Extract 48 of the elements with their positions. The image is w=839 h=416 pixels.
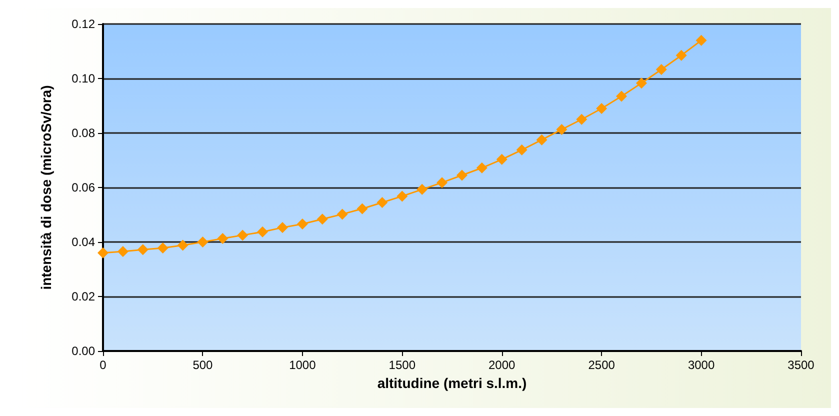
point [576,114,588,125]
point [376,196,388,208]
y-axis-title: intensità di dose (microSv/ora) [38,85,54,290]
y-tick-label: 0.12 [72,17,96,31]
y-tick-label: 0.04 [72,235,96,249]
point [157,242,168,254]
point [636,78,647,89]
x-tick-label: 2500 [588,358,616,372]
point [416,184,428,195]
point [336,208,348,220]
x-tick-label: 3500 [788,358,815,372]
point [616,90,628,102]
point [656,64,667,76]
point [596,102,608,114]
point [316,214,328,225]
point [98,247,108,258]
point [436,177,448,188]
point [177,240,188,251]
point [396,190,408,202]
point [476,162,488,174]
y-tick-label: 0.00 [72,344,96,358]
point [696,34,707,46]
point [237,230,248,241]
point [217,232,228,244]
x-tick-label: 0 [100,358,107,372]
point [456,170,468,181]
x-tick-label: 500 [192,358,214,372]
y-tick-label: 0.08 [72,126,96,140]
point [676,50,687,61]
y-tick-label: 0.10 [72,72,96,86]
y-tick-label: 0.06 [72,180,96,194]
point [516,144,528,156]
point [356,203,368,214]
x-tick-label: 1000 [289,358,316,372]
point [257,226,268,238]
point [296,218,308,230]
x-tick-label: 3000 [688,358,715,372]
point [276,222,288,234]
x-axis-title: altitudine (metri s.l.m.) [377,374,527,391]
y-tick-label: 0.02 [72,290,96,304]
x-tick-label: 1500 [388,358,416,372]
x-tick-label: 2000 [488,358,516,372]
point [197,236,208,248]
point [556,124,568,135]
point [137,244,148,256]
point [117,246,128,258]
point [536,134,548,146]
point [496,154,508,165]
